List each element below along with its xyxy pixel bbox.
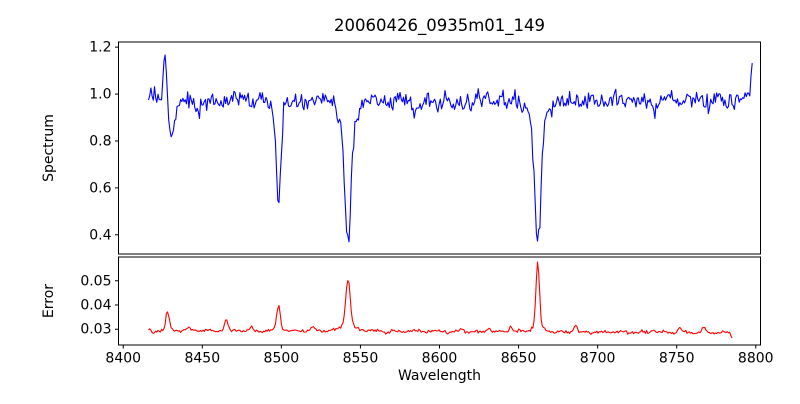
x-tick-label: 8700 bbox=[580, 351, 616, 367]
error-axes: 0.03 0.04 0.05 8400 8450 8500 8550 8600 8650 8700… bbox=[80, 256, 774, 367]
error-line bbox=[148, 261, 733, 339]
x-tick-label: 8550 bbox=[343, 351, 379, 367]
x-tick-label: 8650 bbox=[501, 351, 537, 367]
x-tick-label: 8800 bbox=[738, 351, 774, 367]
spectrum-axes: 0.4 0.6 0.8 1.0 1.2 bbox=[89, 40, 761, 255]
x-axis-label: Wavelength bbox=[398, 368, 481, 384]
x-tick-label: 8600 bbox=[422, 351, 458, 367]
axes-frame bbox=[118, 41, 761, 255]
x-tick-label: 8450 bbox=[184, 351, 220, 367]
y-tick-label: 0.4 bbox=[89, 227, 111, 243]
y-tick-label: 0.8 bbox=[89, 133, 111, 149]
spectrum-y-axis-label: Spectrum bbox=[41, 114, 57, 182]
y-tick-label: 0.05 bbox=[80, 273, 111, 289]
error-y-axis-label: Error bbox=[41, 284, 57, 318]
y-tick-label: 0.04 bbox=[80, 298, 111, 314]
x-tick-label: 8400 bbox=[105, 351, 141, 367]
y-tick-label: 1.0 bbox=[89, 87, 111, 103]
y-tick-label: 0.6 bbox=[89, 180, 111, 196]
x-tick-label: 8500 bbox=[264, 351, 300, 367]
y-tick-label: 0.03 bbox=[80, 322, 111, 338]
plot-title: 20060426_0935m01_149 bbox=[334, 16, 545, 36]
y-tick-label: 1.2 bbox=[89, 40, 111, 56]
spectrum-line bbox=[147, 54, 753, 243]
axes-frame bbox=[118, 256, 761, 346]
x-tick-label: 8750 bbox=[659, 351, 695, 367]
